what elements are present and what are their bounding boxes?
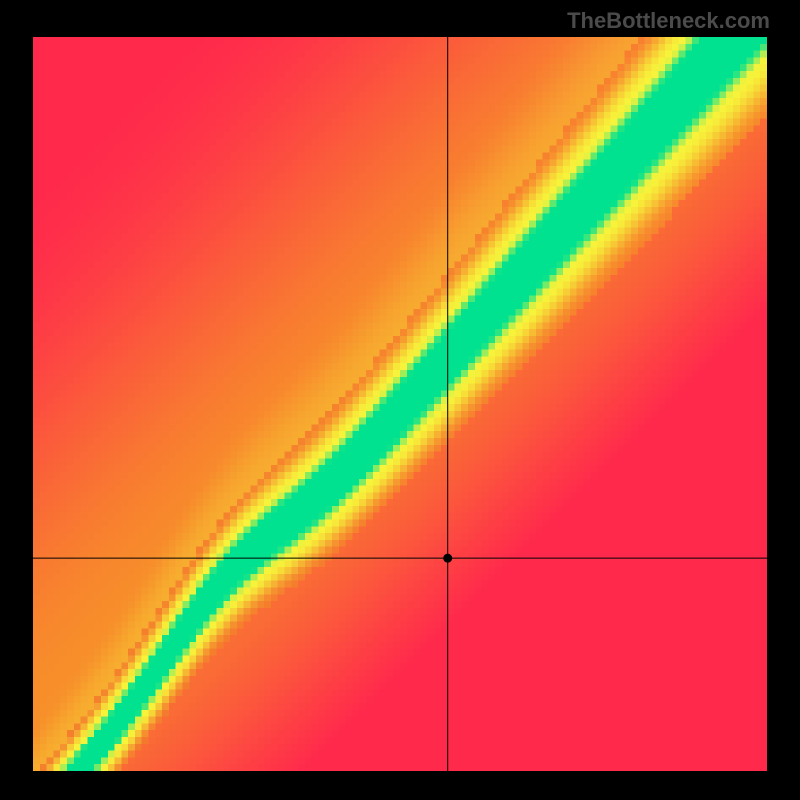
heatmap-canvas [33,37,767,771]
chart-container: TheBottleneck.com [0,0,800,800]
watermark-text: TheBottleneck.com [567,8,770,34]
